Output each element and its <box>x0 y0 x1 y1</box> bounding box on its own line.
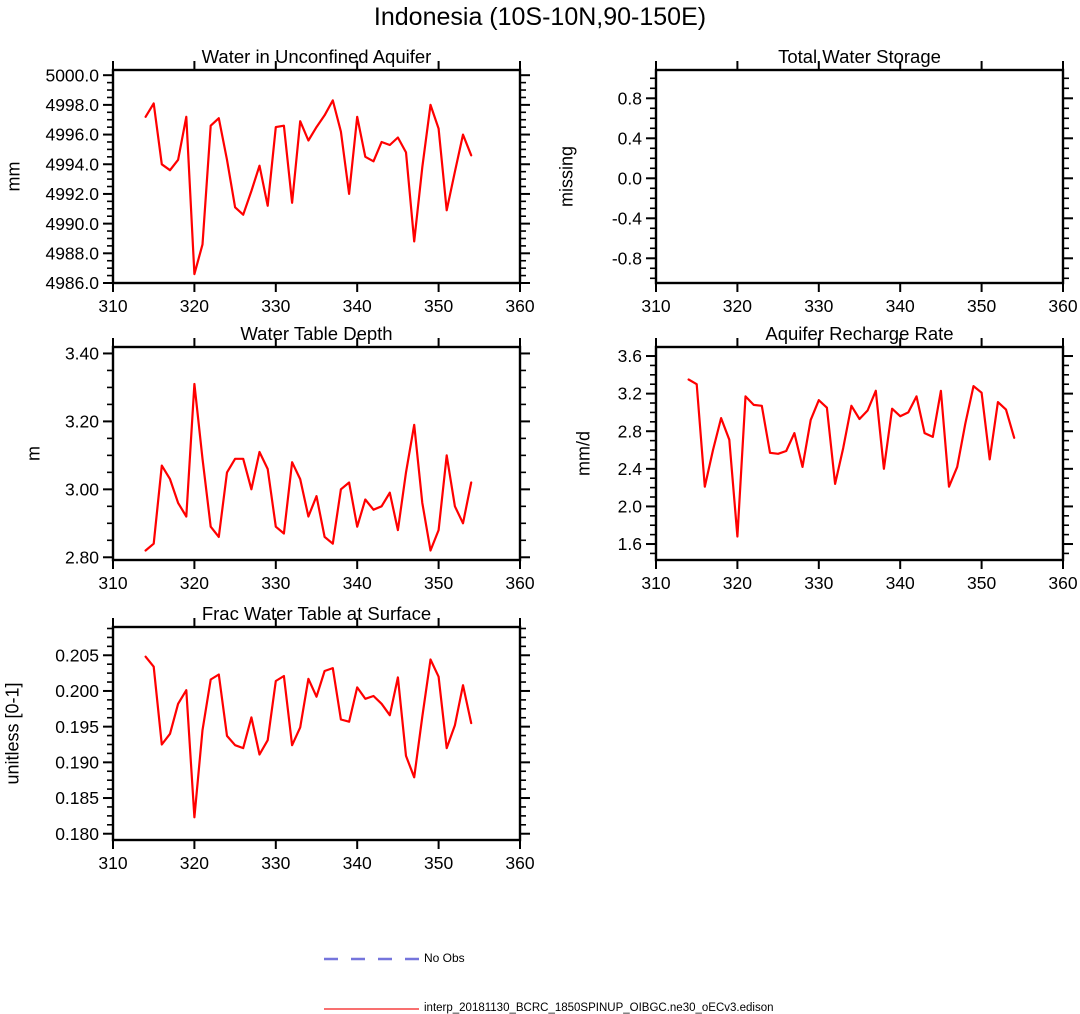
y-tick-label: -0.4 <box>612 208 642 228</box>
panel-title: Total Water Storage <box>778 46 941 67</box>
y-tick-label: 3.6 <box>618 346 642 366</box>
y-tick-label: 0.8 <box>618 88 642 108</box>
series-line <box>144 99 473 276</box>
x-tick-label: 330 <box>261 296 290 316</box>
y-axis-label: mm <box>3 162 23 192</box>
y-axis-label: mm/d <box>573 431 593 476</box>
legend-label-no-obs: No Obs <box>424 951 465 965</box>
y-tick-label: 0.190 <box>55 752 99 772</box>
y-tick-label: 0.4 <box>618 128 643 148</box>
y-axis-label: unitless [0-1] <box>2 682 22 784</box>
x-tick-label: 350 <box>967 573 996 593</box>
x-tick-label: 320 <box>180 573 209 593</box>
legend-label-model-run: interp_20181130_BCRC_1850SPINUP_OIBGC.ne… <box>424 1002 774 1014</box>
plot-box <box>111 68 522 285</box>
y-tick-label: 0.185 <box>55 788 99 808</box>
x-tick-label: 340 <box>343 573 372 593</box>
panel-total-water-storage: 310 320 330 340 350 360 -0.8 -0.4 0.0 0.4 0.8 Total… <box>556 46 1078 316</box>
x-tick-label: 360 <box>1048 573 1077 593</box>
plot-box <box>111 625 522 842</box>
panel-title: Water Table Depth <box>240 323 392 344</box>
x-tick-label: 320 <box>723 296 752 316</box>
x-tick-label: 330 <box>804 296 833 316</box>
x-tick-label: 340 <box>886 296 915 316</box>
x-tick-label: 350 <box>424 296 453 316</box>
y-tick-label: 4990.0 <box>45 214 99 234</box>
x-tick-label: 310 <box>98 573 127 593</box>
y-tick-label: 1.6 <box>618 534 642 554</box>
y-tick-label: 4992.0 <box>45 184 99 204</box>
panel-frac-water-table-at-surface: 310 320 330 340 350 360 0.180 0.185 0.190 0.195 0.… <box>2 603 535 873</box>
plot-box <box>111 345 522 562</box>
x-tick-label: 320 <box>180 853 209 873</box>
x-tick-label: 340 <box>343 296 372 316</box>
x-tick-label: 310 <box>641 573 670 593</box>
figure-title: Indonesia (10S-10N,90-150E) <box>373 3 707 31</box>
x-tick-label: 340 <box>886 573 915 593</box>
y-tick-label: 3.40 <box>65 344 99 364</box>
x-tick-label: 350 <box>424 573 453 593</box>
y-tick-label: 4988.0 <box>45 243 99 263</box>
plot-box <box>654 68 1065 285</box>
panel-water-in-unconfined-aquifer: 310 320 330 340 350 360 4986.0 4988.0 4990.0 4992… <box>3 46 535 316</box>
x-tick-label: 330 <box>261 573 290 593</box>
y-tick-label: 0.200 <box>55 681 99 701</box>
y-tick-label: 4994.0 <box>45 154 99 174</box>
x-tick-label: 340 <box>343 853 372 873</box>
y-tick-label: 4986.0 <box>45 273 99 293</box>
x-tick-label: 350 <box>424 853 453 873</box>
x-tick-label: 330 <box>261 853 290 873</box>
legend-entry-model-run: interp_20181130_BCRC_1850SPINUP_OIBGC.ne… <box>323 998 773 1014</box>
y-tick-label: 4998.0 <box>45 95 99 115</box>
y-tick-label: 0.0 <box>618 168 643 188</box>
y-tick-label: 0.205 <box>55 645 99 665</box>
x-tick-label: 320 <box>723 573 752 593</box>
panel-title: Water in Unconfined Aquifer <box>202 46 432 67</box>
x-tick-label: 360 <box>505 573 534 593</box>
x-tick-label: 360 <box>505 296 534 316</box>
x-tick-label: 310 <box>98 296 127 316</box>
y-tick-label: 0.195 <box>55 717 99 737</box>
y-tick-label: 2.0 <box>618 497 643 517</box>
y-tick-label: 5000.0 <box>45 65 99 85</box>
x-tick-label: 320 <box>180 296 209 316</box>
x-tick-label: 350 <box>967 296 996 316</box>
y-tick-label: 4996.0 <box>45 125 99 145</box>
y-tick-label: 2.8 <box>618 421 642 441</box>
panel-title: Frac Water Table at Surface <box>202 603 431 624</box>
x-tick-label: 360 <box>1048 296 1077 316</box>
y-tick-label: 0.180 <box>55 824 99 844</box>
model-run-line-swatch <box>324 1008 419 1010</box>
legend-entry-no-obs: No Obs <box>323 948 465 968</box>
y-tick-label: 2.4 <box>618 459 643 479</box>
y-axis-label: missing <box>556 146 576 207</box>
y-tick-label: 3.00 <box>65 479 99 499</box>
x-tick-label: 310 <box>98 853 127 873</box>
y-axis-label: m <box>23 446 43 461</box>
y-tick-label: 3.20 <box>65 412 99 432</box>
y-tick-label: 2.80 <box>65 547 99 567</box>
panel-aquifer-recharge-rate: 310 320 330 340 350 360 1.6 2.0 2.4 2.8 3.2 3.6 Aqui… <box>573 323 1078 593</box>
panel-title: Aquifer Recharge Rate <box>765 323 953 344</box>
no-obs-line-swatch <box>324 957 419 961</box>
series-line <box>144 382 473 552</box>
series-line <box>144 655 473 819</box>
y-tick-label: 3.2 <box>618 384 642 404</box>
panel-water-table-depth: 310 320 330 340 350 360 2.80 3.00 3.20 3.40 Water … <box>23 323 535 593</box>
plot-box <box>654 345 1065 562</box>
x-tick-label: 360 <box>505 853 534 873</box>
x-tick-label: 330 <box>804 573 833 593</box>
series-line <box>687 378 1016 538</box>
x-tick-label: 310 <box>641 296 670 316</box>
y-tick-label: -0.8 <box>612 248 642 268</box>
